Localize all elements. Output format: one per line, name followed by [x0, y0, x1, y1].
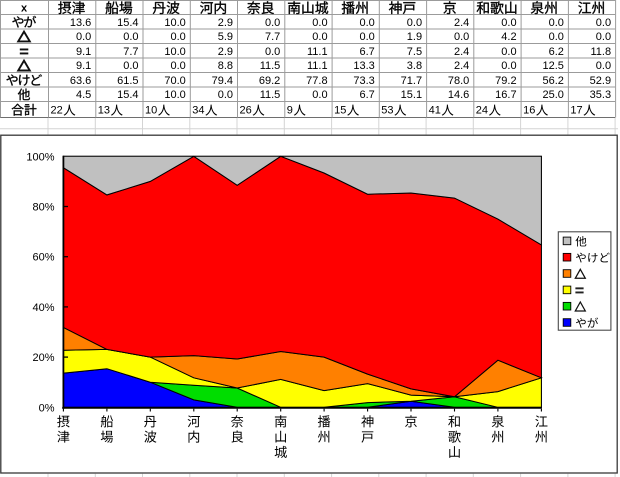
svg-text:52.9: 52.9	[590, 75, 611, 87]
svg-text:10.0: 10.0	[164, 89, 185, 101]
svg-text:70.0: 70.0	[164, 75, 185, 87]
svg-text:0.0: 0.0	[218, 89, 233, 101]
svg-text:0.0: 0.0	[596, 17, 611, 29]
svg-text:24: 24	[476, 105, 488, 117]
svg-text:15.4: 15.4	[117, 89, 138, 101]
svg-text:7.5: 7.5	[407, 46, 422, 58]
svg-text:13: 13	[98, 105, 110, 117]
svg-text:40%: 40%	[32, 302, 54, 314]
svg-text:0.0: 0.0	[123, 60, 138, 72]
svg-text:9: 9	[287, 105, 293, 117]
svg-text:73.3: 73.3	[353, 75, 374, 87]
svg-text:0.0: 0.0	[76, 31, 91, 43]
svg-text:71.7: 71.7	[401, 75, 422, 87]
svg-text:9.1: 9.1	[76, 60, 91, 72]
svg-text:53: 53	[381, 105, 393, 117]
svg-text:10: 10	[145, 105, 157, 117]
svg-text:0.0: 0.0	[312, 89, 327, 101]
svg-text:16.7: 16.7	[495, 89, 516, 101]
svg-text:0.0: 0.0	[549, 17, 564, 29]
svg-text:5.9: 5.9	[218, 31, 233, 43]
svg-text:0.0: 0.0	[171, 60, 186, 72]
svg-text:56.2: 56.2	[542, 75, 563, 87]
svg-text:0.0: 0.0	[454, 31, 469, 43]
svg-text:2.4: 2.4	[454, 17, 469, 29]
svg-text:100%: 100%	[26, 151, 54, 163]
svg-text:0.0: 0.0	[360, 17, 375, 29]
svg-text:0.0: 0.0	[407, 17, 422, 29]
svg-text:7.7: 7.7	[123, 46, 138, 58]
svg-text:10.0: 10.0	[164, 17, 185, 29]
svg-text:11.5: 11.5	[260, 60, 281, 72]
svg-text:0%: 0%	[39, 402, 55, 414]
svg-text:7.7: 7.7	[265, 31, 280, 43]
svg-text:15.1: 15.1	[401, 89, 422, 101]
svg-text:0.0: 0.0	[596, 60, 611, 72]
svg-text:0.0: 0.0	[171, 31, 186, 43]
svg-text:2.4: 2.4	[454, 60, 469, 72]
svg-text:4.5: 4.5	[76, 89, 91, 101]
svg-text:35.3: 35.3	[590, 89, 611, 101]
svg-text:0.0: 0.0	[265, 17, 280, 29]
svg-text:11.5: 11.5	[260, 89, 281, 101]
svg-text:0.0: 0.0	[596, 31, 611, 43]
svg-text:0.0: 0.0	[501, 60, 516, 72]
svg-text:77.8: 77.8	[306, 75, 327, 87]
svg-text:6.2: 6.2	[549, 46, 564, 58]
svg-text:10.0: 10.0	[164, 46, 185, 58]
svg-text:11.8: 11.8	[591, 46, 612, 58]
svg-text:11.1: 11.1	[307, 46, 328, 58]
svg-text:8.8: 8.8	[218, 60, 233, 72]
svg-text:13.3: 13.3	[353, 60, 374, 72]
svg-text:6.7: 6.7	[360, 46, 375, 58]
svg-text:14.6: 14.6	[448, 89, 469, 101]
svg-text:2.9: 2.9	[218, 17, 233, 29]
svg-text:41: 41	[429, 105, 441, 117]
svg-text:63.6: 63.6	[70, 75, 91, 87]
svg-text:12.5: 12.5	[542, 60, 563, 72]
svg-text:0.0: 0.0	[501, 46, 516, 58]
svg-text:0.0: 0.0	[265, 46, 280, 58]
svg-text:0.0: 0.0	[501, 17, 516, 29]
svg-text:80%: 80%	[32, 202, 54, 214]
svg-text:0.0: 0.0	[549, 31, 564, 43]
svg-text:61.5: 61.5	[117, 75, 138, 87]
svg-text:16: 16	[523, 105, 535, 117]
svg-text:78.0: 78.0	[448, 75, 469, 87]
svg-text:2.9: 2.9	[218, 46, 233, 58]
svg-text:0.0: 0.0	[360, 31, 375, 43]
svg-text:17: 17	[570, 105, 582, 117]
svg-text:20%: 20%	[32, 352, 54, 364]
svg-text:34: 34	[192, 105, 204, 117]
svg-text:13.6: 13.6	[70, 17, 91, 29]
svg-text:60%: 60%	[32, 252, 54, 264]
svg-text:25.0: 25.0	[542, 89, 563, 101]
svg-text:69.2: 69.2	[259, 75, 280, 87]
svg-text:0.0: 0.0	[123, 31, 138, 43]
svg-text:22: 22	[51, 105, 63, 117]
svg-text:2.4: 2.4	[454, 46, 469, 58]
svg-text:9.1: 9.1	[76, 46, 91, 58]
svg-text:0.0: 0.0	[312, 17, 327, 29]
svg-text:79.2: 79.2	[495, 75, 516, 87]
svg-text:15: 15	[334, 105, 346, 117]
svg-text:3.8: 3.8	[407, 60, 422, 72]
svg-text:1.9: 1.9	[407, 31, 422, 43]
svg-text:x: x	[21, 3, 28, 15]
svg-text:0.0: 0.0	[312, 31, 327, 43]
svg-text:79.4: 79.4	[212, 75, 233, 87]
svg-text:11.1: 11.1	[307, 60, 328, 72]
svg-text:26: 26	[240, 105, 252, 117]
svg-text:6.7: 6.7	[360, 89, 375, 101]
svg-text:15.4: 15.4	[117, 17, 138, 29]
svg-text:4.2: 4.2	[501, 31, 516, 43]
